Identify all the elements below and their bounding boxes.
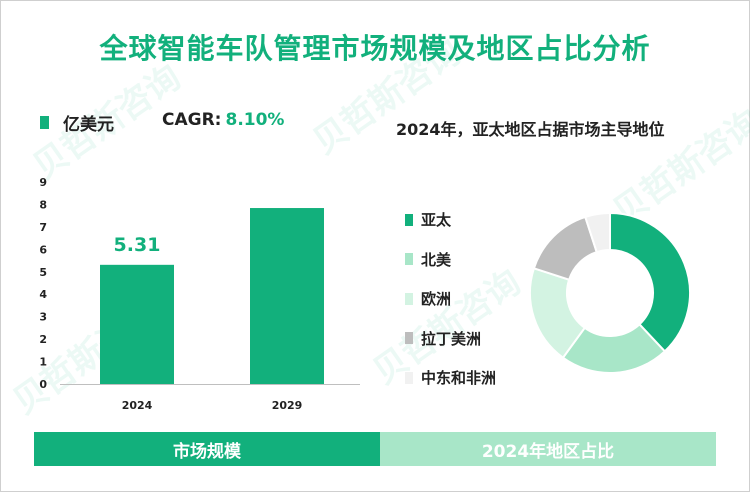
- y-tick-label: 7: [39, 221, 47, 234]
- pie-legend-label: 北美: [421, 250, 452, 269]
- y-tick-label: 3: [39, 311, 47, 324]
- pie-legend-swatch: [405, 371, 413, 384]
- bar-data-label: 5.31: [114, 234, 161, 256]
- y-tick-label: 0: [39, 378, 47, 391]
- cagr-value: 8.10%: [225, 110, 285, 130]
- y-tick-label: 2: [39, 333, 47, 346]
- y-tick-label: 1: [39, 356, 47, 369]
- pie-legend-label: 中东和非洲: [421, 369, 497, 388]
- pie-legend-item: 亚太: [405, 200, 496, 240]
- pie-legend-item: 北美: [405, 240, 496, 280]
- bar-chart: 0 1 2 3 4 5 6 7 8 9 2024 5.31 2029: [39, 176, 360, 412]
- pie-legend-swatch: [405, 213, 413, 226]
- donut-slice-0: [609, 211, 691, 353]
- y-tick-label: 4: [39, 288, 47, 301]
- y-tick-label: 9: [39, 176, 47, 189]
- unit-label: 亿美元: [63, 115, 114, 135]
- y-tick-label: 8: [39, 198, 47, 211]
- pie-legend-label: 亚太: [421, 211, 452, 230]
- pie-legend-item: 欧洲: [405, 279, 496, 319]
- pie-legend-swatch: [405, 332, 413, 345]
- pie-legend-label: 欧洲: [421, 290, 452, 309]
- bar-2029: [250, 208, 324, 384]
- pie-legend-item: 中东和非洲: [405, 358, 496, 398]
- donut-chart: [529, 211, 691, 374]
- unit-legend: 亿美元: [40, 110, 114, 135]
- pie-legend-swatch: [405, 253, 413, 266]
- region-title: 2024年，亚太地区占据市场主导地位: [396, 120, 665, 139]
- cagr: CAGR: 8.10%: [162, 110, 284, 130]
- footer-region-share: 2024年地区占比: [380, 432, 716, 466]
- pie-legend: 亚太北美欧洲拉丁美洲中东和非洲: [405, 200, 496, 398]
- page-title: 全球智能车队管理市场规模及地区占比分析: [99, 32, 651, 65]
- bar-2024: [100, 264, 174, 384]
- cagr-label: CAGR:: [162, 110, 222, 130]
- unit-legend-swatch: [40, 116, 49, 129]
- footer-market-size: 市场规模: [34, 432, 380, 466]
- pie-legend-swatch: [405, 292, 413, 305]
- x-tick-label: 2029: [272, 399, 303, 412]
- pie-legend-label: 拉丁美洲: [421, 329, 482, 348]
- y-tick-label: 5: [39, 266, 47, 279]
- x-tick-label: 2024: [122, 399, 153, 412]
- donut-slice-4: [584, 211, 611, 254]
- y-tick-label: 6: [39, 243, 47, 256]
- pie-legend-item: 拉丁美洲: [405, 319, 496, 359]
